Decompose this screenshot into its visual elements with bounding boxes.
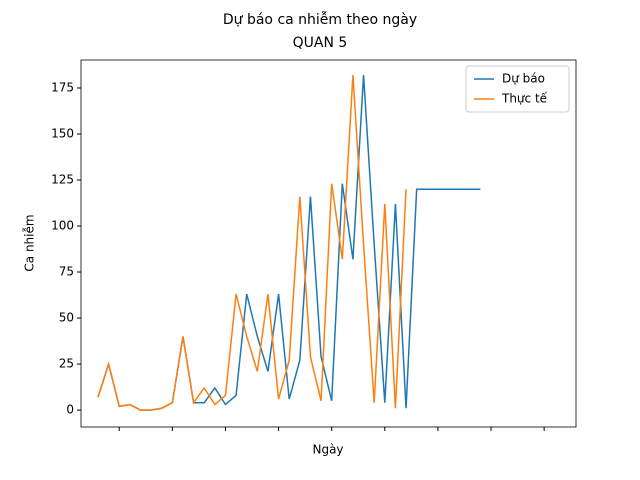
y-tick-label: 0 bbox=[66, 403, 74, 417]
chart-subtitle: QUAN 5 bbox=[293, 35, 348, 51]
y-tick-label: 75 bbox=[59, 265, 74, 279]
y-tick-label: 100 bbox=[51, 219, 74, 233]
y-tick-label: 150 bbox=[51, 126, 74, 140]
series-line bbox=[97, 75, 407, 411]
y-tick-label: 25 bbox=[59, 357, 74, 371]
y-tick-label: 125 bbox=[51, 173, 74, 187]
y-tick-label: 50 bbox=[59, 311, 74, 325]
y-tick-label: 175 bbox=[51, 80, 74, 94]
legend-label: Thực tế bbox=[501, 92, 548, 106]
legend-box bbox=[465, 65, 570, 113]
plot-frame bbox=[80, 59, 577, 428]
x-axis-label: Ngày bbox=[312, 443, 343, 457]
y-axis-label: Ca nhiễm bbox=[23, 214, 37, 271]
legend-label: Dự báo bbox=[502, 72, 545, 86]
chart-title: Dự báo ca nhiễm theo ngày bbox=[223, 11, 417, 28]
